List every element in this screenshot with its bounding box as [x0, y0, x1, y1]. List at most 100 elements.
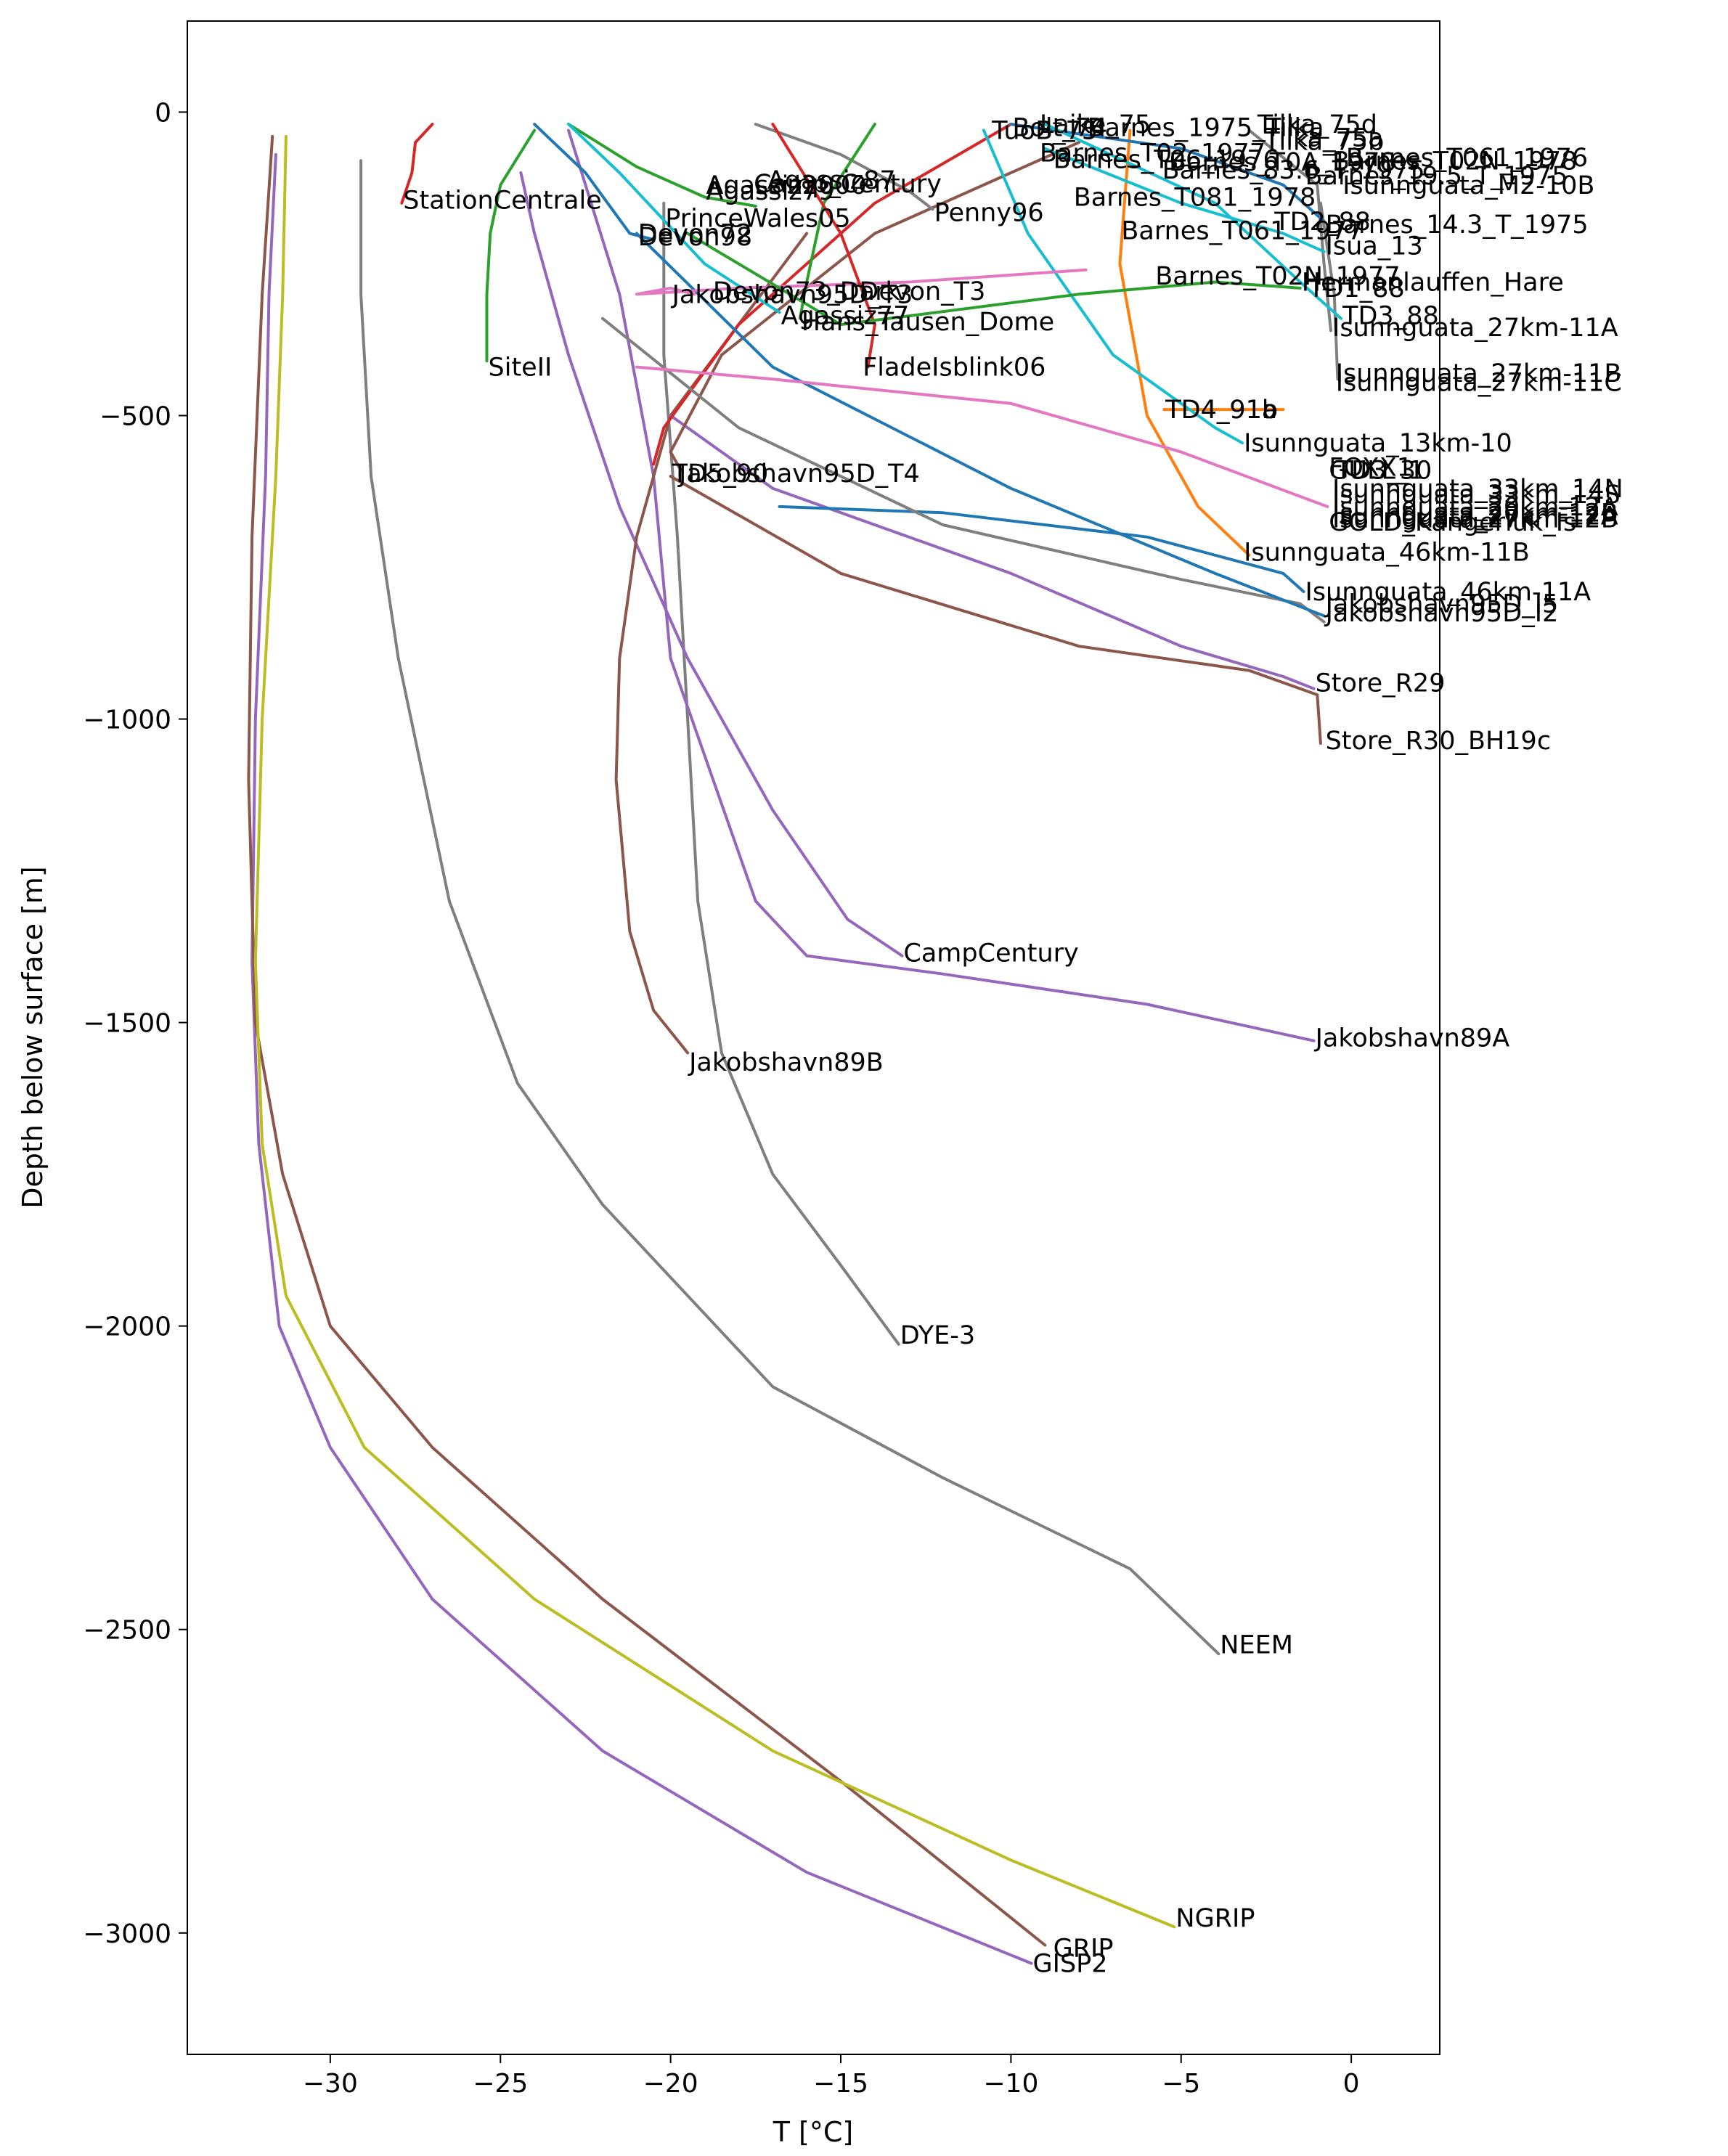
annotation-devon-t3: Devon_T3	[859, 277, 985, 306]
x-tick-label: −20	[643, 2069, 698, 2099]
x-axis: −30 −25 −20 −15 −10 −5 0	[303, 2054, 1360, 2099]
annotation-hermanlauffen-hare: Hermanlauffen_Hare	[1302, 269, 1564, 298]
annotation-jakobshavn95d-i5: Jakobshavn95D_I5	[1324, 590, 1559, 619]
annotation-gull-1: GULL_1	[1329, 457, 1425, 486]
y-axis: 0 −500 −1000 −1500 −2000 −2500 −3000	[83, 98, 187, 1949]
series-line-gisp2	[250, 152, 1033, 1965]
series-line-store-r29	[669, 414, 1316, 690]
annotation-siteii: SiteII	[489, 354, 553, 383]
series-line-hans-tausen-dome	[798, 123, 876, 320]
annotation-gisp2: GISP2	[1033, 1950, 1108, 1979]
annotation-devon72: Devon72	[638, 220, 752, 249]
y-tick-label: 0	[155, 98, 171, 128]
series-line-devon73-dark	[635, 268, 1088, 296]
annotation-tilka-75d: Tilka_75d	[1257, 110, 1377, 139]
annotation-dye-3: DYE-3	[900, 1321, 975, 1350]
y-tick-label: −2500	[83, 1616, 171, 1646]
y-tick-label: −3000	[83, 1919, 171, 1949]
annotation-barnes-14-3-t-1975: Barnes_14.3_T_1975	[1326, 211, 1589, 240]
series-line-devon98	[533, 123, 656, 241]
annotation-laike-75: Laike_75	[1040, 110, 1151, 139]
annotation-isunnguata-46km-11b: Isunnguata_46km-11B	[1244, 539, 1530, 568]
annotation-agassiz2000: Agassiz2000	[706, 171, 867, 200]
annotation-td4-91a: TD4_91a	[1165, 396, 1277, 425]
annotation-barnes-83-6-t-1975: Barnes_83.6_T_1975	[1162, 156, 1425, 185]
annotation-barnes-t0a-1978: Barnes_T0A_1978	[1169, 148, 1396, 177]
x-axis-label: T [°C]	[773, 2116, 853, 2148]
series-line-stationcentrale	[400, 123, 434, 205]
annotation-layer: StationCentraleSiteIIPrinceWales05Agassi…	[403, 110, 1623, 1979]
x-tick-label: 0	[1343, 2069, 1360, 2099]
annotation-isunnguata-33km-14s: Isunnguata_33km_14S	[1332, 481, 1621, 510]
annotation-jakobshavn89b: Jakobshavn89B	[688, 1048, 884, 1077]
annotation-tilka-75b: Tilka_75b	[1263, 128, 1384, 157]
annotation-devon98: Devon98	[638, 223, 752, 252]
annotation-agassiz87: Agassiz87	[767, 166, 896, 195]
y-axis-label: Depth below surface [m]	[17, 866, 49, 1208]
annotation-barnes-t02n-1978: Barnes_T02N_1978	[1332, 147, 1577, 176]
series-line-jakobshavn95d-i5	[635, 232, 1326, 618]
annotation-foxx1: FOXX1	[1329, 454, 1413, 483]
series-line-ngrip	[253, 134, 1176, 1929]
annotation-gold-kangerluk-is: GOLD_Kangerluk_Is	[1329, 508, 1576, 537]
annotation-barnes-1975-tilka: Barnes_1975_Tilka	[1088, 113, 1324, 142]
annotation-barnes-19-5-t-1975: Barnes_19.5_T_1975	[1305, 162, 1568, 191]
series-line-jakobshavn95d-t4	[669, 141, 1081, 472]
series-line-barnes-14-3-t-1975	[1009, 123, 1326, 223]
annotation-td3-30: TD3_30	[1335, 457, 1432, 486]
annotation-grip: GRIP	[1053, 1935, 1114, 1964]
series-line-isunnguata-46km-11b	[1118, 128, 1251, 557]
annotation-hans-tausen-dome: Hans_Tausen_Dome	[802, 308, 1054, 337]
series-line-fladeisblink06	[771, 123, 876, 369]
annotation-agassiz79: Agassiz79	[706, 177, 835, 206]
annotation-princewales05: PrinceWales05	[665, 205, 850, 234]
series-line-jakobshavn89b	[614, 232, 809, 1055]
annotation-isua-13: Isua_13	[1326, 232, 1423, 261]
annotation-barnes-t061-1976: Barnes_T061_1976	[1346, 144, 1588, 173]
annotation-barnes-t061-1977: Barnes_T061_1977	[1121, 217, 1363, 246]
annotation-isunnguata-46km-11a: Isunnguata_46km-11A	[1305, 578, 1592, 607]
series-line-gold-kangerluk-is	[635, 365, 1329, 508]
annotation-td3-88: TD3_88	[1342, 302, 1439, 331]
annotation-neem: NEEM	[1220, 1631, 1293, 1660]
annotation-isunnguata-27km-11b: Isunnguata_27km-11B	[1336, 359, 1622, 388]
annotation-barnes-t02n-1977: Barnes_T02N_1977	[1155, 262, 1400, 291]
annotation-barnes-t081-1978: Barnes_T081_1978	[1074, 184, 1316, 213]
x-tick-label: −25	[473, 2069, 528, 2099]
annotation-isunnguata-20km-12a: Isunnguata_20km-12A	[1332, 493, 1618, 522]
series-line-store-r30-bh19c	[669, 475, 1322, 745]
annotation-td1-88: TD1_88	[1308, 274, 1405, 303]
series-line-princewales05	[567, 123, 757, 208]
y-tick-label: −1500	[83, 1009, 171, 1039]
annotation-penny96: Penny96	[934, 198, 1044, 227]
annotation-devon73-dark: Devon73_Dark	[713, 277, 901, 306]
x-tick-label: −5	[1162, 2069, 1200, 2099]
annotation-agassiz77: Agassiz77	[781, 302, 910, 331]
annotation-barnes-t02-1977: Barnes_T02_1977	[1040, 139, 1266, 168]
series-line-neem	[359, 159, 1220, 1656]
annotation-isunnguata-m2-10b: Isunnguata_M2-10B	[1342, 171, 1594, 200]
series-line-isunnguata-46km-11a	[778, 505, 1305, 593]
annotation-store-r30-bh19c: Store_R30_BH19c	[1326, 727, 1551, 756]
x-tick-label: −15	[813, 2069, 868, 2099]
annotation-td4-91b: TD4_91b	[1165, 396, 1278, 425]
series-line-penny96	[754, 123, 934, 211]
annotation-jakobshavn95d-t3: Jakobshavn95D_T3	[671, 280, 913, 309]
annotation-camp-century: Camp_Century	[754, 170, 942, 199]
annotation-isunnguata-20km-12b: Isunnguata_20km-12B	[1332, 499, 1618, 528]
annotation-jakobshavn89a: Jakobshavn89A	[1314, 1024, 1510, 1053]
annotation-fladeisblink06: FladeIsblink06	[863, 354, 1046, 383]
annotation-store-r29: Store_R29	[1316, 669, 1446, 698]
annotation-ngrip: NGRIP	[1175, 1904, 1255, 1933]
series-line-campcentury	[519, 171, 904, 957]
annotation-isunnguata-27km-12b: Isunnguata_27km-12B	[1332, 505, 1618, 534]
series-line-siteii	[485, 128, 537, 363]
y-tick-label: −1000	[83, 706, 171, 735]
plot-frame	[187, 20, 1440, 2055]
annotation-td5-90: TD5_90	[672, 460, 769, 489]
annotation-isunnguata-27km-12a: Isunnguata_27km-12A	[1332, 502, 1618, 531]
y-tick-label: −2000	[83, 1312, 171, 1342]
annotation-tilka-75a: Tilka_75a	[1263, 124, 1383, 153]
annotation-tuob-75: TuoB_75	[991, 117, 1098, 146]
